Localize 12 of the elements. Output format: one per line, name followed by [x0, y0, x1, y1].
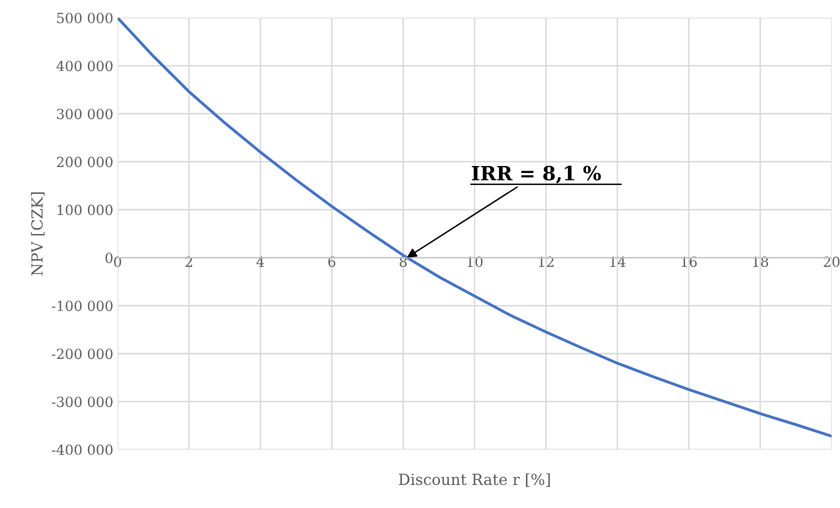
- annotation: IRR = 8,1 %: [472, 166, 601, 184]
- y-tick-label: -200 000: [52, 348, 113, 360]
- y-tick-label: 500 000: [57, 12, 113, 24]
- y-axis-title: NPV [CZK]: [30, 192, 45, 276]
- y-tick-label: -400 000: [52, 444, 113, 456]
- y-tick-label: 400 000: [56, 60, 113, 72]
- y-tick-label: 100 000: [58, 204, 113, 216]
- y-tick-label: 300 000: [57, 108, 113, 120]
- x-axis-title: Discount Rate r [%]: [398, 473, 550, 487]
- y-tick-label: -300 000: [52, 396, 113, 408]
- y-tick-label: -100 000: [52, 300, 113, 312]
- y-tick-label: 200 000: [56, 156, 113, 168]
